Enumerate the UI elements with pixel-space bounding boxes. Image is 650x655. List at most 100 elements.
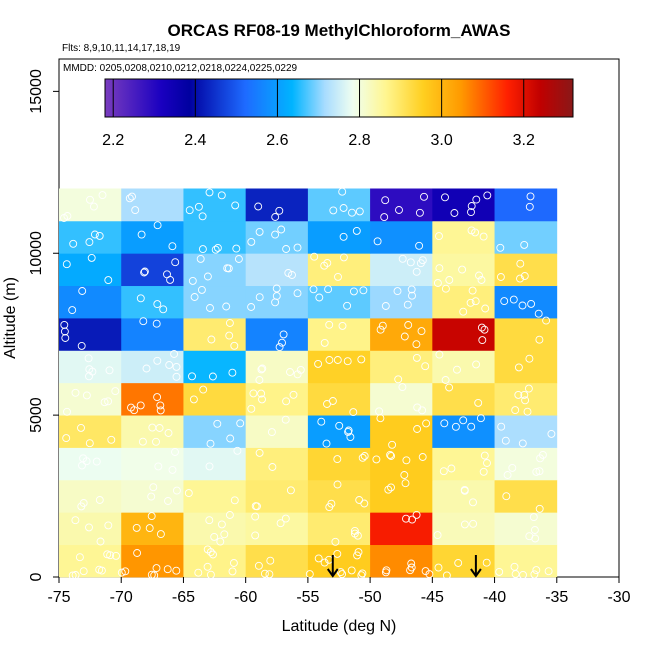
observation-point: [184, 489, 193, 498]
observation-point: [418, 453, 427, 461]
observation-point: [325, 503, 334, 512]
heatmap-cell: [432, 382, 495, 416]
observation-point: [205, 188, 214, 197]
observation-point: [338, 187, 347, 196]
observation-point: [479, 232, 488, 241]
observation-point: [525, 354, 534, 363]
heatmap-cell: [245, 318, 309, 351]
observation-point: [104, 521, 113, 530]
x-axis-label: Latitude (deg N): [282, 618, 397, 635]
observation-point: [478, 336, 487, 345]
heatmap-cell: [59, 544, 122, 578]
observation-point: [247, 404, 256, 413]
observation-point: [211, 245, 220, 254]
observation-point: [131, 206, 140, 215]
observation-point: [85, 523, 93, 532]
heatmap-cell: [494, 318, 558, 351]
observation-point: [477, 276, 486, 284]
y-tick-label: 10000: [28, 231, 45, 276]
observation-point: [401, 479, 410, 488]
heatmap-cell: [370, 285, 433, 319]
observation-point: [459, 416, 468, 425]
observation-point: [322, 439, 331, 448]
heatmap-cell: [370, 253, 433, 287]
observation-point: [63, 407, 71, 416]
observation-point: [210, 532, 219, 541]
observation-point: [198, 245, 207, 254]
observation-point: [500, 297, 509, 306]
observation-point: [398, 383, 407, 392]
observation-point: [121, 567, 130, 576]
heatmap-cell: [432, 544, 495, 578]
observation-point: [153, 300, 162, 309]
heatmap-cell: [121, 382, 184, 416]
observation-point: [422, 419, 431, 428]
observation-point: [152, 319, 161, 328]
observation-point: [62, 434, 71, 443]
observation-point: [258, 395, 266, 404]
observation-point: [95, 231, 104, 240]
observation-point: [349, 287, 358, 296]
observation-point: [310, 252, 319, 261]
arrow-marker: [470, 555, 482, 578]
heatmap-cell: [307, 350, 371, 384]
observation-point: [518, 439, 527, 448]
observation-point: [357, 355, 366, 364]
observation-point: [205, 462, 214, 471]
observation-point: [360, 452, 369, 460]
observation-point: [469, 498, 477, 507]
x-tick-label: -50: [359, 589, 382, 606]
observation-point: [205, 516, 214, 525]
observation-point: [286, 368, 294, 376]
observation-point: [373, 237, 382, 246]
heatmap-cell: [494, 188, 558, 222]
observation-point: [346, 433, 355, 442]
observation-point: [95, 496, 104, 504]
observation-point: [260, 569, 269, 578]
x-tick-label: -65: [172, 589, 195, 606]
observation-point: [472, 195, 481, 204]
observation-point: [521, 396, 530, 405]
observation-point: [78, 461, 86, 470]
heatmap-cell: [494, 350, 558, 384]
observation-point: [284, 269, 293, 277]
colorbar-tick-label: 3.2: [513, 132, 535, 149]
observation-point: [348, 208, 356, 217]
observation-point: [520, 390, 529, 399]
observation-point: [267, 428, 276, 437]
observation-point: [421, 567, 430, 576]
heatmap-cell: [121, 479, 184, 513]
observation-point: [518, 301, 527, 310]
observation-point: [275, 343, 284, 352]
heatmap-cell: [183, 285, 247, 319]
observation-point: [69, 239, 78, 248]
heatmap-cell: [245, 512, 309, 546]
observation-point: [68, 571, 77, 580]
observation-point: [229, 559, 238, 567]
heatmap-cell: [121, 512, 184, 546]
heatmap-cell: [494, 544, 558, 578]
observation-point: [171, 258, 180, 267]
observation-point: [535, 504, 544, 513]
observation-point: [97, 566, 106, 575]
observation-point: [309, 285, 318, 294]
observation-point: [150, 571, 159, 580]
heatmap-cell: [494, 285, 558, 319]
observation-point: [155, 424, 164, 432]
observation-point: [535, 467, 544, 476]
observation-point: [453, 365, 461, 374]
observation-point: [450, 209, 459, 217]
observation-point: [372, 455, 381, 464]
heatmap-cell: [245, 188, 309, 222]
mmdd-label: MMDD: 0205,0208,0210,0212,0218,0224,0225…: [63, 63, 298, 74]
observation-point: [272, 284, 281, 293]
observation-point: [128, 192, 136, 201]
observation-point: [503, 471, 512, 479]
observation-point: [153, 221, 162, 230]
observation-point: [164, 429, 173, 437]
observation-point: [117, 568, 126, 577]
observation-point: [441, 193, 449, 202]
observation-point: [255, 293, 264, 302]
heatmap-cell: [59, 285, 122, 319]
